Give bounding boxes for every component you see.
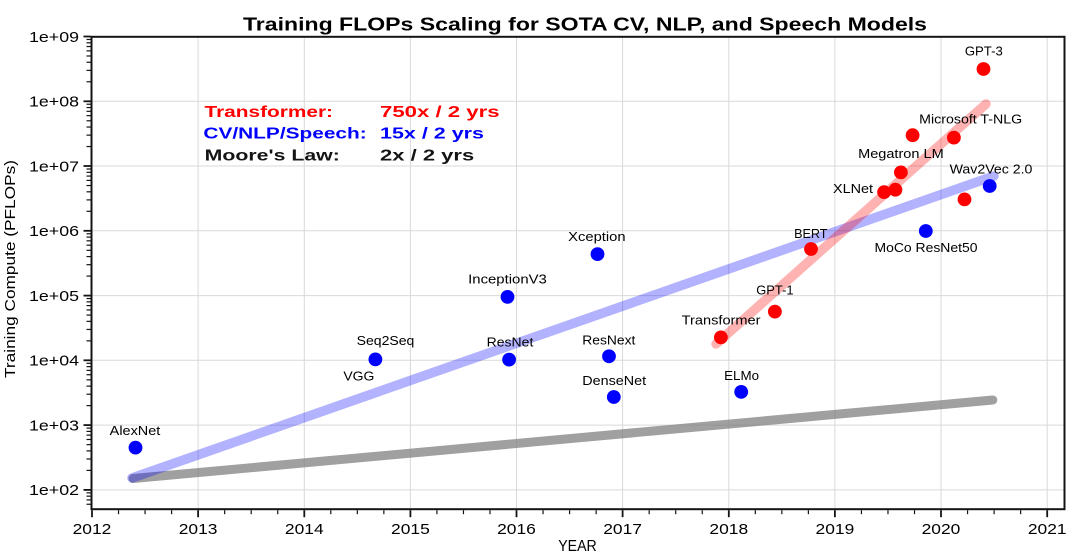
svg-text:2021: 2021	[1028, 521, 1067, 538]
svg-text:2020: 2020	[922, 521, 961, 538]
svg-text:InceptionV3: InceptionV3	[468, 272, 547, 287]
svg-text:1e+02: 1e+02	[29, 482, 79, 499]
svg-text:1e+08: 1e+08	[29, 94, 79, 111]
svg-text:2014: 2014	[285, 521, 324, 538]
svg-text:CV/NLP/Speech:: CV/NLP/Speech:	[203, 126, 366, 143]
svg-text:750x / 2 yrs: 750x / 2 yrs	[380, 104, 500, 121]
svg-text:2x / 2 yrs: 2x / 2 yrs	[380, 147, 474, 164]
svg-text:Wav2Vec 2.0: Wav2Vec 2.0	[950, 161, 1033, 176]
svg-text:1e+05: 1e+05	[29, 288, 79, 305]
svg-text:ResNet: ResNet	[487, 335, 534, 350]
svg-text:GPT-3: GPT-3	[965, 43, 1003, 58]
svg-text:2015: 2015	[391, 521, 430, 538]
svg-text:2016: 2016	[497, 521, 536, 538]
svg-text:1e+09: 1e+09	[29, 29, 79, 46]
svg-text:AlexNet: AlexNet	[110, 423, 161, 438]
svg-text:ELMo: ELMo	[724, 368, 759, 383]
svg-text:Transformer:: Transformer:	[205, 104, 334, 121]
svg-text:15x / 2 yrs: 15x / 2 yrs	[380, 126, 484, 143]
svg-text:2017: 2017	[603, 521, 642, 538]
svg-text:Transformer: Transformer	[682, 313, 762, 328]
svg-text:2013: 2013	[179, 521, 218, 538]
svg-text:1e+04: 1e+04	[29, 353, 79, 370]
svg-text:Moore's Law:: Moore's Law:	[205, 147, 340, 164]
svg-text:Microsoft T-NLG: Microsoft T-NLG	[919, 112, 1022, 127]
svg-text:GPT-1: GPT-1	[756, 282, 793, 297]
svg-text:MoCo ResNet50: MoCo ResNet50	[875, 240, 978, 255]
svg-text:1e+06: 1e+06	[29, 223, 79, 240]
svg-text:Training FLOPs Scaling for SOT: Training FLOPs Scaling for SOTA CV, NLP,…	[243, 15, 927, 35]
svg-text:2018: 2018	[709, 521, 748, 538]
svg-text:ResNext: ResNext	[582, 332, 636, 347]
svg-text:1e+07: 1e+07	[29, 158, 79, 175]
svg-text:Megatron LM: Megatron LM	[858, 146, 944, 161]
svg-text:Xception: Xception	[568, 229, 625, 244]
svg-text:1e+03: 1e+03	[29, 417, 79, 434]
svg-text:YEAR: YEAR	[558, 538, 597, 555]
svg-text:2019: 2019	[816, 521, 855, 538]
svg-text:Training Compute (PFLOPs): Training Compute (PFLOPs)	[2, 160, 19, 378]
svg-text:VGG: VGG	[343, 369, 374, 384]
svg-text:BERT: BERT	[794, 226, 827, 241]
svg-text:XLNet: XLNet	[833, 181, 873, 196]
svg-text:Seq2Seq: Seq2Seq	[357, 333, 415, 348]
svg-text:2012: 2012	[73, 521, 112, 538]
svg-text:DenseNet: DenseNet	[582, 373, 646, 388]
